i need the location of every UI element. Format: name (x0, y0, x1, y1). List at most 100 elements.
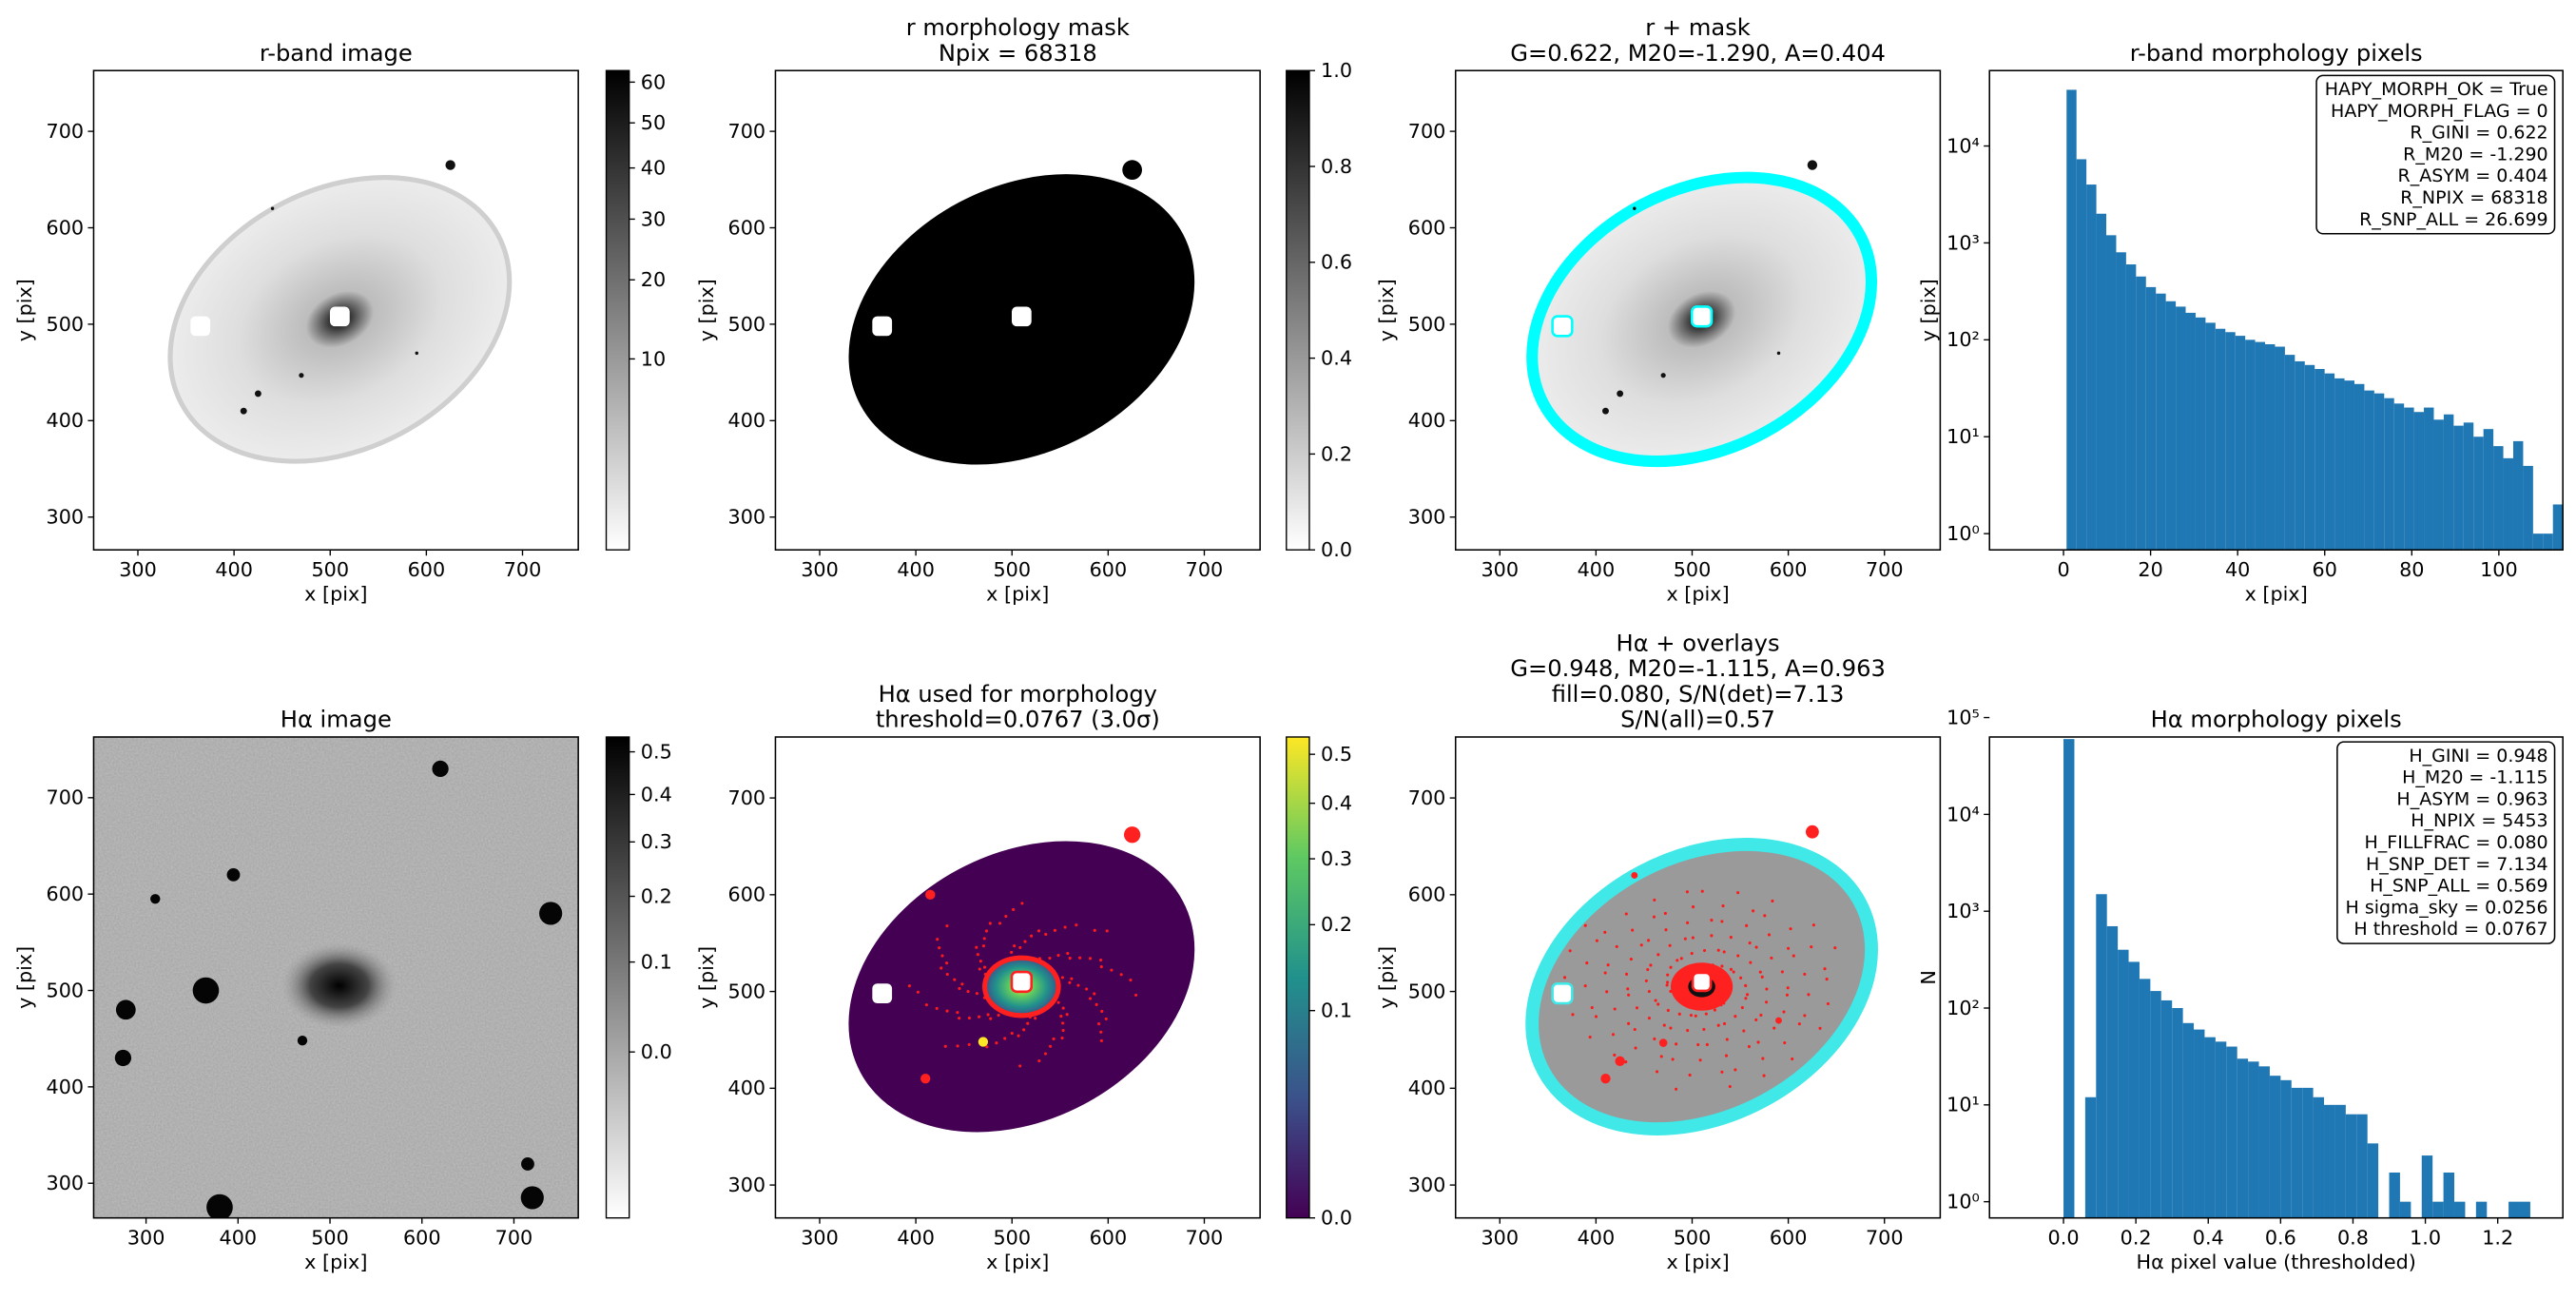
threshold-pixel (1110, 968, 1114, 972)
x-tick-label: 0.8 (2337, 1226, 2369, 1249)
panel-title: threshold=0.0767 (3.0σ) (876, 707, 1160, 733)
plot-area (775, 70, 1261, 551)
threshold-pixel (1119, 973, 1123, 977)
threshold-pixel (1724, 1054, 1729, 1057)
x-tick-label: 500 (311, 1226, 349, 1249)
x-tick-label: 700 (1866, 1226, 1904, 1249)
threshold-pixel (1605, 990, 1609, 994)
threshold-pixel (1690, 952, 1694, 956)
threshold-pixel (1649, 963, 1653, 967)
threshold-pixel (1626, 987, 1630, 991)
threshold-pixel (1056, 1000, 1060, 1004)
source (432, 760, 449, 778)
threshold-pixel (1803, 972, 1807, 976)
colorbar-tick-label: 10 (641, 347, 666, 370)
threshold-pixel (1583, 984, 1587, 988)
annotation-line: H_NPIX = 5453 (2411, 810, 2547, 831)
threshold-pixel (1729, 936, 1733, 940)
hist-bar (2156, 293, 2166, 551)
hist-bar (2139, 979, 2151, 1218)
y-tick-label: 600 (47, 216, 85, 239)
hist-bar (2543, 534, 2553, 551)
source (1122, 160, 1143, 181)
y-tick-label: 10⁵ (1947, 706, 1980, 728)
threshold-pixel (1720, 920, 1724, 923)
masked-region (329, 306, 350, 327)
threshold-pixel (1075, 923, 1078, 927)
colorbar-tick-label: 0.4 (641, 783, 672, 805)
threshold-pixel (1065, 1013, 1069, 1017)
colorbar-tick-label: 0.1 (1321, 999, 1352, 1022)
hist-bar (2237, 1058, 2249, 1218)
hist-bar (2118, 949, 2129, 1218)
panel-title: Npix = 68318 (939, 40, 1097, 67)
threshold-pixel (1760, 975, 1764, 979)
threshold-pixel (1571, 1013, 1575, 1017)
threshold-pixel (1656, 953, 1660, 957)
annotation-line: H_M20 = -1.115 (2402, 767, 2548, 788)
panel-title: r morphology mask (906, 14, 1130, 41)
annotation-line: R_SNP_ALL = 26.699 (2359, 209, 2548, 230)
source (270, 206, 275, 210)
threshold-pixel (1713, 1008, 1716, 1012)
y-tick-label: 300 (728, 1174, 766, 1196)
hist-bar (2172, 1008, 2183, 1218)
hist-bar (2384, 398, 2394, 551)
threshold-pixel (916, 990, 920, 994)
masked-region (1551, 981, 1574, 1005)
threshold-pixel (1722, 1021, 1727, 1026)
masked-region (190, 316, 211, 337)
hist-bar (2225, 332, 2236, 551)
hist-bar (2194, 1029, 2205, 1218)
y-tick-label: 400 (728, 409, 766, 432)
threshold-pixel (1756, 1040, 1760, 1044)
threshold-pixel (1099, 1030, 1103, 1034)
x-tick-label: 300 (119, 558, 157, 581)
threshold-pixel (936, 938, 939, 941)
source (115, 999, 136, 1020)
x-tick-label: 300 (1481, 558, 1519, 581)
axes-frame (774, 69, 1261, 551)
y-tick-label: 10² (1947, 997, 1980, 1019)
threshold-pixel (1104, 1017, 1108, 1020)
x-tick-label: 1.0 (2410, 1226, 2441, 1249)
threshold-pixel (1807, 993, 1811, 997)
threshold-pixel (1739, 976, 1743, 980)
threshold-pixel (1613, 1007, 1617, 1011)
annotation-box (2336, 741, 2556, 944)
threshold-pixel (1629, 958, 1633, 961)
hist-bar (2364, 390, 2374, 551)
threshold-pixel (1634, 1046, 1637, 1050)
x-axis-label: Hα pixel value (thresholded) (2136, 1251, 2415, 1273)
annotation-line: HAPY_MORPH_OK = True (2325, 79, 2548, 100)
colorbar-tick-label: 0.4 (1321, 347, 1352, 370)
threshold-pixel (978, 1015, 981, 1019)
axes-frame (1988, 69, 2564, 551)
threshold-pixel (982, 965, 987, 969)
x-tick-label: 600 (1090, 1226, 1128, 1249)
threshold-pixel (1720, 964, 1724, 968)
plot-area (93, 70, 579, 551)
x-tick-label: 600 (1770, 558, 1808, 581)
hist-bar (2373, 393, 2385, 551)
threshold-pixel (940, 954, 944, 958)
threshold-pixel (1803, 1014, 1807, 1018)
threshold-pixel (981, 944, 986, 948)
source (1615, 1056, 1625, 1067)
hist-bar (2334, 378, 2345, 551)
x-tick-label: 0.4 (2193, 1226, 2224, 1249)
threshold-pixel (1068, 980, 1072, 984)
hist-bar (2226, 1046, 2237, 1218)
colorbar-tick-label: 0.5 (1321, 743, 1352, 766)
source (1631, 872, 1638, 879)
threshold-pixel (939, 966, 943, 970)
source (445, 160, 455, 170)
threshold-pixel (976, 953, 979, 957)
hist-bar (2393, 403, 2405, 551)
panel-title: S/N(all)=0.57 (1620, 707, 1775, 733)
source (925, 889, 936, 901)
threshold-pixel (1710, 919, 1714, 922)
threshold-pixel (1562, 976, 1567, 980)
